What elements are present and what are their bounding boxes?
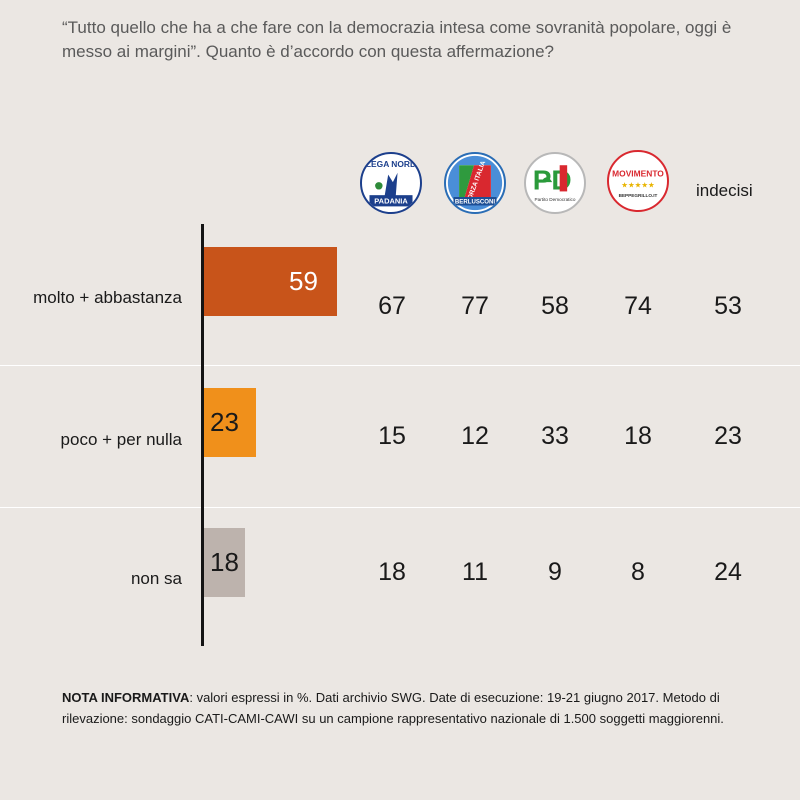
forza-italia-logo: FORZA ITALIA BERLUSCONI xyxy=(444,152,506,214)
table-cell: 23 xyxy=(714,422,742,450)
bar-value-label: 18 xyxy=(210,547,239,577)
row-label-poco-per-nulla: poco + per nulla xyxy=(60,430,182,449)
question-text: “Tutto quello che ha a che fare con la d… xyxy=(62,18,732,61)
note-title: NOTA INFORMATIVA xyxy=(62,690,190,705)
bar-value-label: 23 xyxy=(210,407,239,437)
bar-molto-abbastanza xyxy=(204,247,337,316)
table-cell: 9 xyxy=(548,558,562,586)
lega-nord-logo-text-top: LEGA NORD xyxy=(366,159,416,169)
row-label-non-sa: non sa xyxy=(130,569,182,588)
row-label-molto-abbastanza: molto + abbastanza xyxy=(33,288,182,307)
row-separator xyxy=(0,365,800,366)
table-cell: 67 xyxy=(378,292,406,320)
movimento-logo-text-bottom: BEPPEGRILLO.IT xyxy=(619,193,658,198)
bar-value-label: 59 xyxy=(289,266,318,296)
table-cell: 18 xyxy=(624,422,652,450)
column-header-indecisi: indecisi xyxy=(696,181,753,200)
table-cell: 33 xyxy=(541,422,569,450)
bar-axis xyxy=(201,224,204,646)
table-cell: 15 xyxy=(378,422,406,450)
note-informativa: NOTA INFORMATIVA: valori espressi in %. … xyxy=(62,687,762,729)
forza-italia-logo-text-bottom: BERLUSCONI xyxy=(455,199,495,206)
bar-non-sa xyxy=(204,528,245,597)
table-cell: 18 xyxy=(378,558,406,586)
table-cell: 74 xyxy=(624,292,652,320)
lega-nord-logo-text-bottom: PADANIA xyxy=(374,197,408,206)
row-separator xyxy=(0,507,800,508)
lega-nord-logo: LEGA NORD PADANIA xyxy=(360,152,422,214)
table-cell: 58 xyxy=(541,292,569,320)
movimento-logo-text-top: MOVIMENTO xyxy=(612,168,664,178)
table-cell: 8 xyxy=(631,558,645,586)
stars-icon: ★★★★★ xyxy=(621,181,655,190)
movimento-5-stelle-logo: MOVIMENTO ★★★★★ BEPPEGRILLO.IT xyxy=(607,150,669,212)
pd-logo: PD Partito Democratico xyxy=(524,152,586,214)
pd-logo-text-bottom: Partito Democratico xyxy=(535,197,576,202)
table-cell: 24 xyxy=(714,558,742,586)
note-text: : valori espressi in %. Dati archivio SW… xyxy=(62,690,724,726)
table-cell: 77 xyxy=(461,292,489,320)
table-cell: 11 xyxy=(462,558,488,586)
table-cell: 53 xyxy=(714,292,742,320)
table-cell: 12 xyxy=(461,422,489,450)
bar-poco-per-nulla xyxy=(204,388,256,457)
